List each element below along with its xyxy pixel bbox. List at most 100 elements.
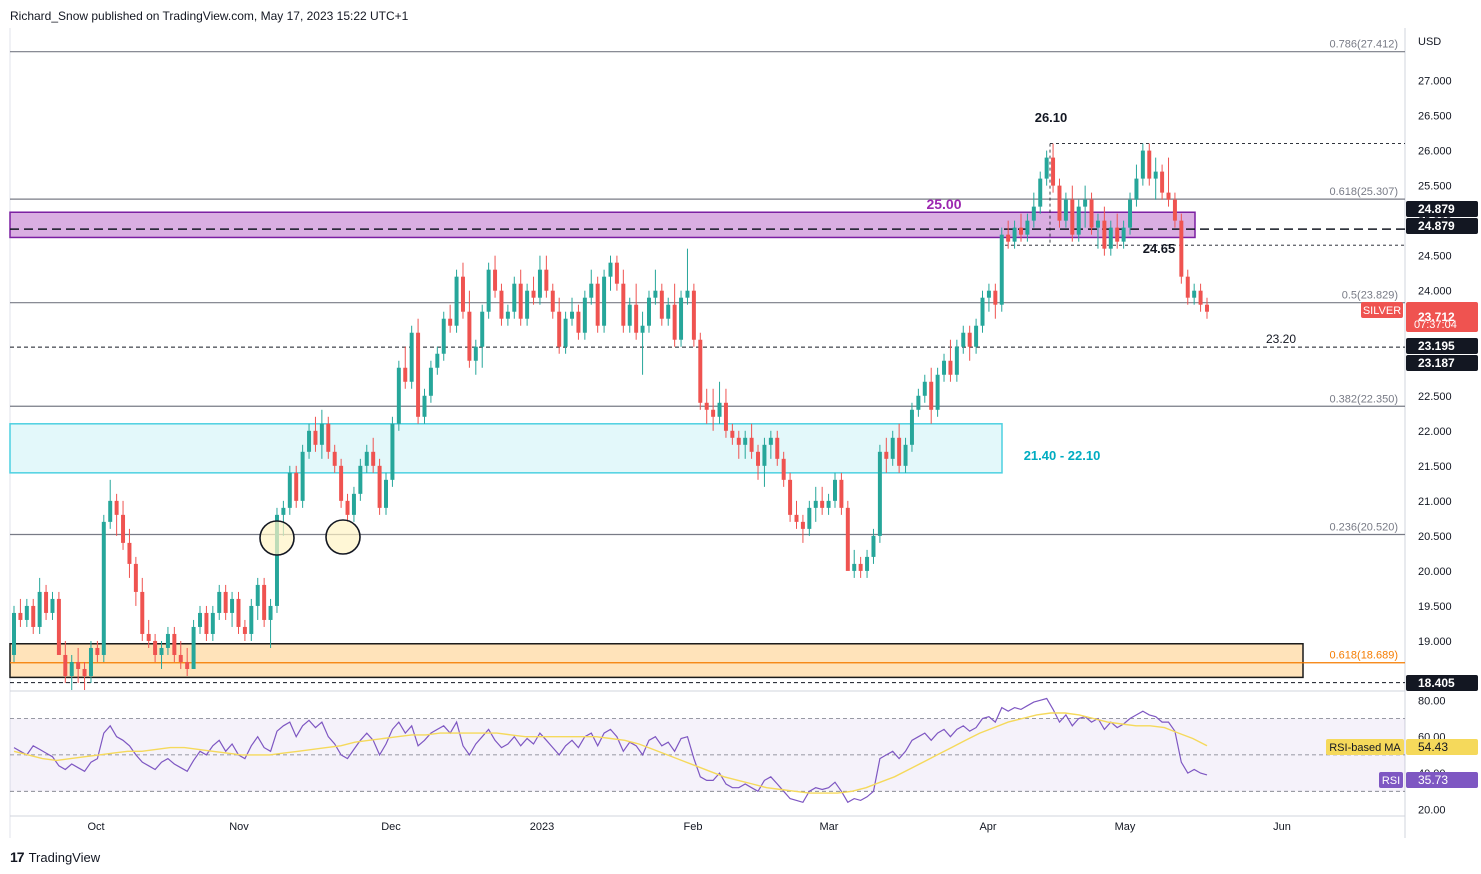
candle [576, 311, 581, 333]
candle [723, 402, 728, 431]
candle [679, 297, 684, 340]
candle [961, 332, 966, 347]
candle [486, 269, 491, 312]
candle [909, 409, 914, 445]
candle [307, 430, 312, 452]
candle [525, 290, 530, 319]
time-tick: Jun [1273, 821, 1291, 833]
currency-label: USD [1418, 36, 1441, 48]
fib-label: 0.618(18.689) [1330, 650, 1399, 662]
rsi-ma-label-bg [1326, 739, 1404, 755]
candle [614, 262, 619, 284]
candle [666, 304, 671, 319]
annotation-cyan-zone: 21.40 - 22.10 [1024, 448, 1101, 463]
candle [974, 325, 979, 347]
candle [557, 311, 562, 347]
candle [249, 605, 254, 634]
support-badge-top: 23.195 [1418, 339, 1455, 353]
candle [942, 360, 947, 375]
candle [1102, 220, 1107, 249]
candle [788, 479, 793, 515]
candle [1019, 227, 1023, 235]
candle [230, 598, 235, 613]
candle [480, 311, 485, 347]
time-tick: Oct [87, 821, 104, 833]
candle [1031, 206, 1036, 221]
candle [12, 612, 16, 655]
fib-label: 0.5(23.829) [1342, 290, 1398, 302]
candle [826, 500, 831, 508]
tradingview-logo[interactable]: 17 TradingView [10, 849, 100, 865]
zone-orange [9, 643, 1304, 679]
candle [88, 647, 93, 676]
support-badge-bottom: 23.187 [1418, 356, 1455, 370]
resistance-badge-top-bg [1406, 201, 1478, 217]
rsi-label-bg [1379, 772, 1403, 788]
candle [833, 479, 837, 501]
candle [967, 332, 972, 347]
candle [268, 605, 273, 620]
candle [82, 668, 87, 676]
candle [537, 269, 542, 298]
fib-label: 0.236(20.520) [1330, 521, 1399, 533]
candle [768, 437, 773, 445]
candle [146, 633, 151, 641]
price-tick: 20.500 [1418, 531, 1452, 543]
candle [858, 563, 863, 571]
low-level-badge-bg [1406, 675, 1478, 691]
candle [570, 311, 575, 319]
candle [1057, 185, 1062, 221]
candle [1051, 157, 1056, 186]
price-tick: 22.000 [1418, 426, 1452, 438]
candle [544, 269, 549, 291]
candle [1121, 227, 1126, 242]
candle [114, 500, 119, 515]
candle [127, 542, 132, 564]
zone-purple [9, 211, 1196, 239]
candle [31, 605, 36, 627]
candle [1076, 206, 1081, 235]
candle [76, 661, 81, 669]
candle [63, 654, 68, 676]
candle [178, 654, 183, 662]
candle [396, 367, 401, 424]
candle [903, 444, 908, 466]
candle [717, 402, 722, 417]
candle [621, 283, 626, 326]
candle [890, 437, 895, 459]
candle [191, 626, 196, 669]
time-tick: 2023 [530, 821, 554, 833]
candle [672, 304, 677, 340]
candle [364, 451, 369, 466]
candle [403, 367, 408, 382]
time-tick: Nov [229, 821, 249, 833]
candle [313, 430, 318, 445]
candle [371, 451, 376, 466]
rsi-value: 35.73 [1418, 773, 1448, 787]
candle [454, 276, 459, 326]
candle [929, 381, 934, 410]
candle [813, 500, 818, 508]
candle [1095, 220, 1100, 228]
candle [1025, 220, 1030, 235]
candle [153, 640, 158, 655]
candle [589, 283, 594, 298]
candle [704, 402, 709, 410]
candle [659, 290, 664, 319]
candle [121, 514, 126, 543]
candle [198, 612, 202, 627]
candle [877, 451, 882, 536]
candle [1192, 290, 1197, 298]
rsi-ma-value-bg [1406, 739, 1478, 755]
candle [441, 318, 446, 354]
last-price-badge: 23.712 [1418, 310, 1455, 324]
candle [165, 633, 170, 648]
candle [730, 430, 735, 438]
resistance-badge-top: 24.879 [1418, 202, 1455, 216]
resistance-badge-bottom-bg [1406, 218, 1478, 234]
price-tick: 21.000 [1418, 496, 1452, 508]
candle [602, 276, 607, 326]
candle [1083, 199, 1088, 207]
candle [416, 332, 421, 417]
